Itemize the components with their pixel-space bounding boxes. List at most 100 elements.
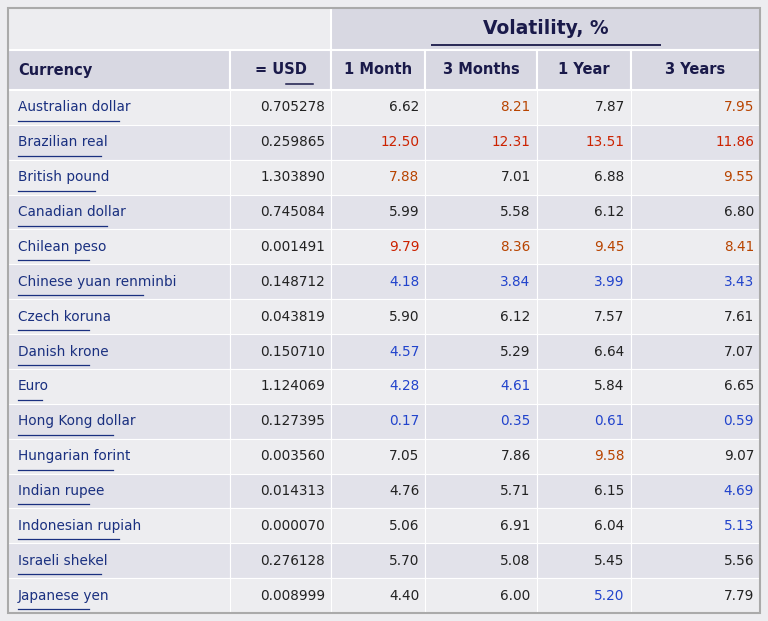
Bar [230, 90, 331, 125]
Text: 0.148712: 0.148712 [260, 274, 326, 289]
Text: = USD: = USD [255, 63, 306, 78]
Text: 13.51: 13.51 [586, 135, 624, 149]
Text: 0.17: 0.17 [389, 414, 419, 428]
Bar [331, 265, 425, 299]
Text: 11.86: 11.86 [715, 135, 754, 149]
Bar [230, 369, 331, 404]
Bar [8, 578, 230, 613]
Bar [631, 160, 760, 194]
Text: 5.56: 5.56 [723, 554, 754, 568]
Bar [8, 404, 230, 438]
Text: 8.41: 8.41 [723, 240, 754, 254]
Text: 6.12: 6.12 [594, 205, 624, 219]
Text: 0.745084: 0.745084 [260, 205, 326, 219]
Text: Israeli shekel: Israeli shekel [18, 554, 108, 568]
Text: 5.06: 5.06 [389, 519, 419, 533]
Text: 9.79: 9.79 [389, 240, 419, 254]
Text: Hong Kong dollar: Hong Kong dollar [18, 414, 135, 428]
Bar [8, 8, 331, 50]
Bar [331, 230, 425, 265]
Text: 3 Months: 3 Months [442, 63, 519, 78]
Bar [425, 160, 537, 194]
Text: 5.70: 5.70 [389, 554, 419, 568]
Bar [331, 578, 425, 613]
Bar [8, 50, 230, 90]
Text: 8.36: 8.36 [501, 240, 531, 254]
Bar [631, 194, 760, 230]
Bar [331, 8, 760, 50]
Text: 6.12: 6.12 [501, 310, 531, 324]
Text: 4.40: 4.40 [389, 589, 419, 602]
Bar [631, 50, 760, 90]
Text: 5.45: 5.45 [594, 554, 624, 568]
Text: 0.59: 0.59 [723, 414, 754, 428]
Text: 6.80: 6.80 [723, 205, 754, 219]
Bar [631, 125, 760, 160]
Text: Currency: Currency [18, 63, 92, 78]
Bar [537, 265, 631, 299]
Bar [331, 474, 425, 509]
Text: 8.21: 8.21 [501, 101, 531, 114]
Text: 9.45: 9.45 [594, 240, 624, 254]
Bar [537, 125, 631, 160]
Text: 0.001491: 0.001491 [260, 240, 326, 254]
Text: 7.95: 7.95 [723, 101, 754, 114]
Text: 4.18: 4.18 [389, 274, 419, 289]
Bar [230, 438, 331, 474]
Text: 5.84: 5.84 [594, 379, 624, 393]
Text: 7.05: 7.05 [389, 449, 419, 463]
Bar [631, 404, 760, 438]
Bar [631, 369, 760, 404]
Text: 9.07: 9.07 [723, 449, 754, 463]
Bar [537, 50, 631, 90]
Bar [537, 474, 631, 509]
Bar [537, 194, 631, 230]
Bar [425, 90, 537, 125]
Text: 5.99: 5.99 [389, 205, 419, 219]
Bar [537, 299, 631, 334]
Bar [425, 50, 537, 90]
Text: Indonesian rupiah: Indonesian rupiah [18, 519, 141, 533]
Bar [425, 578, 537, 613]
Bar [331, 438, 425, 474]
Text: 1 Month: 1 Month [344, 63, 412, 78]
Bar [230, 404, 331, 438]
Bar [8, 125, 230, 160]
Text: 3 Years: 3 Years [665, 63, 726, 78]
Text: 7.07: 7.07 [723, 345, 754, 358]
Text: 0.61: 0.61 [594, 414, 624, 428]
Bar [537, 369, 631, 404]
Text: Australian dollar: Australian dollar [18, 101, 131, 114]
Bar [8, 474, 230, 509]
Text: 4.28: 4.28 [389, 379, 419, 393]
Bar [425, 369, 537, 404]
Bar [425, 404, 537, 438]
Text: 0.150710: 0.150710 [260, 345, 326, 358]
Bar [230, 578, 331, 613]
Bar [537, 334, 631, 369]
Bar [230, 194, 331, 230]
Text: 5.71: 5.71 [500, 484, 531, 498]
Text: 6.00: 6.00 [501, 589, 531, 602]
Text: 1.303890: 1.303890 [260, 170, 326, 184]
Bar [331, 160, 425, 194]
Text: 4.76: 4.76 [389, 484, 419, 498]
Bar [425, 125, 537, 160]
Bar [631, 265, 760, 299]
Bar [425, 474, 537, 509]
Bar [537, 90, 631, 125]
Bar [631, 509, 760, 543]
Bar [230, 230, 331, 265]
Text: 1.124069: 1.124069 [260, 379, 326, 393]
Bar [425, 265, 537, 299]
Bar [331, 50, 425, 90]
Text: 6.88: 6.88 [594, 170, 624, 184]
Text: 0.000070: 0.000070 [260, 519, 326, 533]
Bar [425, 194, 537, 230]
Text: Indian rupee: Indian rupee [18, 484, 104, 498]
Bar [537, 230, 631, 265]
Bar [631, 90, 760, 125]
Text: 0.127395: 0.127395 [260, 414, 326, 428]
Bar [230, 50, 331, 90]
Text: 0.276128: 0.276128 [260, 554, 326, 568]
